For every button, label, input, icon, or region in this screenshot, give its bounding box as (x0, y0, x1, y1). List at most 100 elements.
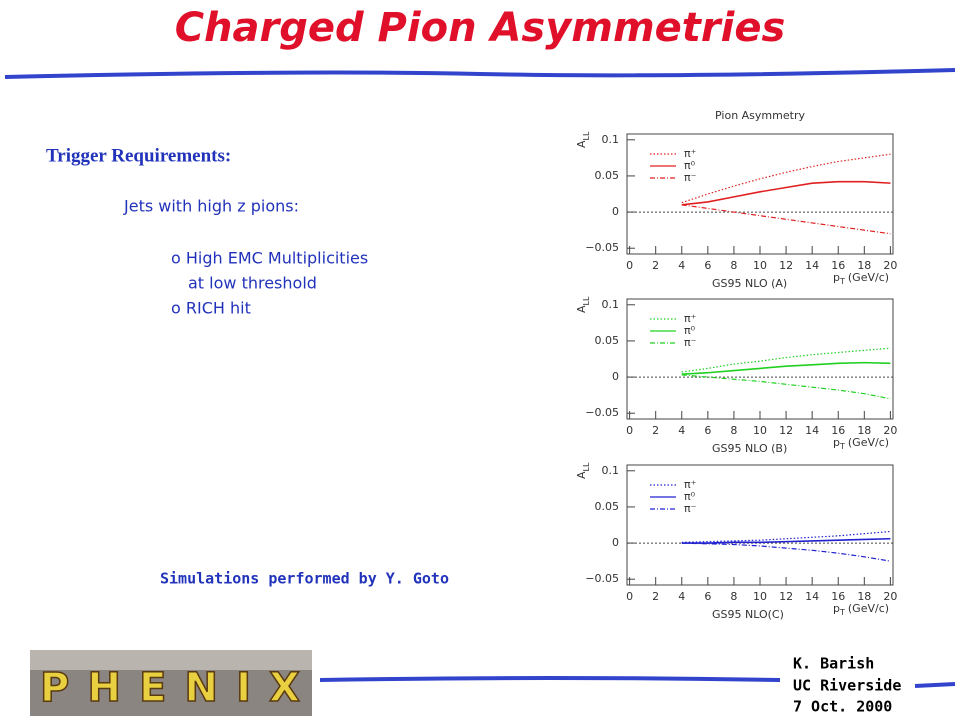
y-tick-label: 0.1 (602, 298, 620, 311)
x-tick-label: 12 (779, 424, 793, 437)
x-tick-label: 0 (626, 259, 633, 272)
legend-label: π⁻ (684, 502, 697, 515)
slide-title: Charged Pion Asymmetries (175, 5, 786, 51)
x-tick-label: 8 (730, 259, 737, 272)
heading: Trigger Requirements: (46, 145, 231, 166)
x-axis-label: pT (GeV/c) (833, 602, 889, 617)
x-tick-label: 6 (704, 424, 711, 437)
x-axis-label-sub: T (839, 442, 845, 451)
chart-caption: GS95 NLO (B) (712, 442, 787, 455)
x-tick-label: 4 (678, 590, 685, 603)
legend-label: π⁺ (684, 478, 697, 491)
divider (914, 682, 956, 688)
x-tick-label: 2 (652, 259, 659, 272)
x-tick-label: 2 (652, 590, 659, 603)
x-tick-label: 12 (779, 590, 793, 603)
plot-frame (626, 464, 894, 586)
x-tick-label: 16 (831, 590, 845, 603)
body-line: o High EMC Multiplicities (171, 249, 368, 268)
y-tick-label: 0.05 (595, 334, 620, 347)
series-line (681, 361, 891, 375)
x-tick-label: 18 (857, 590, 871, 603)
y-axis-label-main: A (575, 305, 588, 313)
x-axis-label: pT (GeV/c) (833, 271, 889, 286)
series-line (681, 153, 891, 204)
x-tick-label: 10 (753, 424, 767, 437)
y-axis-label-sub: LL (582, 131, 591, 140)
legend-label: π⁺ (684, 312, 697, 325)
footer-line: K. Barish (793, 655, 874, 673)
x-tick-label: 16 (831, 424, 845, 437)
x-tick-label: 0 (626, 590, 633, 603)
y-axis-label-sub: LL (582, 462, 591, 471)
x-tick-label: 8 (730, 424, 737, 437)
series-line (681, 204, 891, 235)
y-axis-label: ALL (575, 462, 591, 479)
x-tick-label: 20 (883, 424, 897, 437)
x-tick-label: 16 (831, 259, 845, 272)
legend-label: π⁰ (684, 324, 696, 337)
x-tick-label: 4 (678, 259, 685, 272)
x-tick-label: 10 (753, 259, 767, 272)
legend-label: π⁻ (684, 171, 697, 184)
legend-label: π⁻ (684, 336, 697, 349)
footer-line: UC Riverside (793, 677, 901, 695)
y-tick-label: 0 (612, 370, 619, 383)
series-line (681, 347, 891, 373)
chart-caption: GS95 NLO(C) (712, 608, 784, 621)
x-tick-label: 14 (805, 590, 819, 603)
x-tick-label: 18 (857, 259, 871, 272)
chart: Pion Asymmetry −0.05 0 0.05 0.1 0 2 4 6 8 10 12 14 16… (575, 109, 897, 290)
x-tick-label: 12 (779, 259, 793, 272)
x-axis-label-main: p (833, 271, 840, 284)
footer-line: 7 Oct. 2000 (793, 698, 892, 716)
chart: −0.05 0 0.05 0.1 0 2 4 6 8 10 12 14 16 18 20 ALL pT (GeV/… (575, 296, 897, 455)
x-tick-label: 20 (883, 590, 897, 603)
x-tick-label: 4 (678, 424, 685, 437)
series-line (681, 374, 891, 400)
x-axis-label-unit: (GeV/c) (848, 271, 889, 284)
legend-label: π⁰ (684, 490, 696, 503)
x-tick-label: 18 (857, 424, 871, 437)
series-line (681, 530, 891, 543)
x-tick-label: 10 (753, 590, 767, 603)
plot-frame (626, 133, 894, 255)
x-tick-label: 14 (805, 259, 819, 272)
y-axis-label-main: A (575, 471, 588, 479)
body-line: at low threshold (188, 274, 317, 293)
y-tick-label: 0.1 (602, 464, 620, 477)
x-axis-label: pT (GeV/c) (833, 436, 889, 451)
y-axis-label: ALL (575, 296, 591, 313)
x-axis-label-main: p (833, 602, 840, 615)
series-line (681, 537, 891, 544)
chart-title: Pion Asymmetry (715, 109, 805, 122)
series-line (681, 542, 891, 562)
x-tick-label: 0 (626, 424, 633, 437)
x-tick-label: 8 (730, 590, 737, 603)
x-axis-label-unit: (GeV/c) (848, 602, 889, 615)
x-axis-label-unit: (GeV/c) (848, 436, 889, 449)
y-axis-label-sub: LL (582, 296, 591, 305)
chart: −0.05 0 0.05 0.1 0 2 4 6 8 10 12 14 16 18 20 ALL pT (GeV/… (575, 462, 897, 621)
plot-frame (626, 298, 894, 420)
x-axis-label-sub: T (839, 277, 845, 286)
credit: Simulations performed by Y. Goto (160, 570, 449, 588)
y-tick-label: −0.05 (585, 406, 619, 419)
x-tick-label: 6 (704, 590, 711, 603)
legend-label: π⁰ (684, 159, 696, 172)
divider (319, 676, 781, 682)
y-tick-label: 0 (612, 205, 619, 218)
legend-label: π⁺ (684, 147, 697, 160)
y-tick-label: −0.05 (585, 572, 619, 585)
y-axis-label: ALL (575, 131, 591, 148)
body-line: Jets with high z pions: (123, 197, 299, 216)
series-line (681, 180, 891, 206)
body-line: o RICH hit (171, 299, 251, 318)
x-tick-label: 6 (704, 259, 711, 272)
y-tick-label: 0.05 (595, 500, 620, 513)
y-tick-label: 0 (612, 536, 619, 549)
x-tick-label: 2 (652, 424, 659, 437)
x-axis-label-main: p (833, 436, 840, 449)
y-axis-label-main: A (575, 140, 588, 148)
